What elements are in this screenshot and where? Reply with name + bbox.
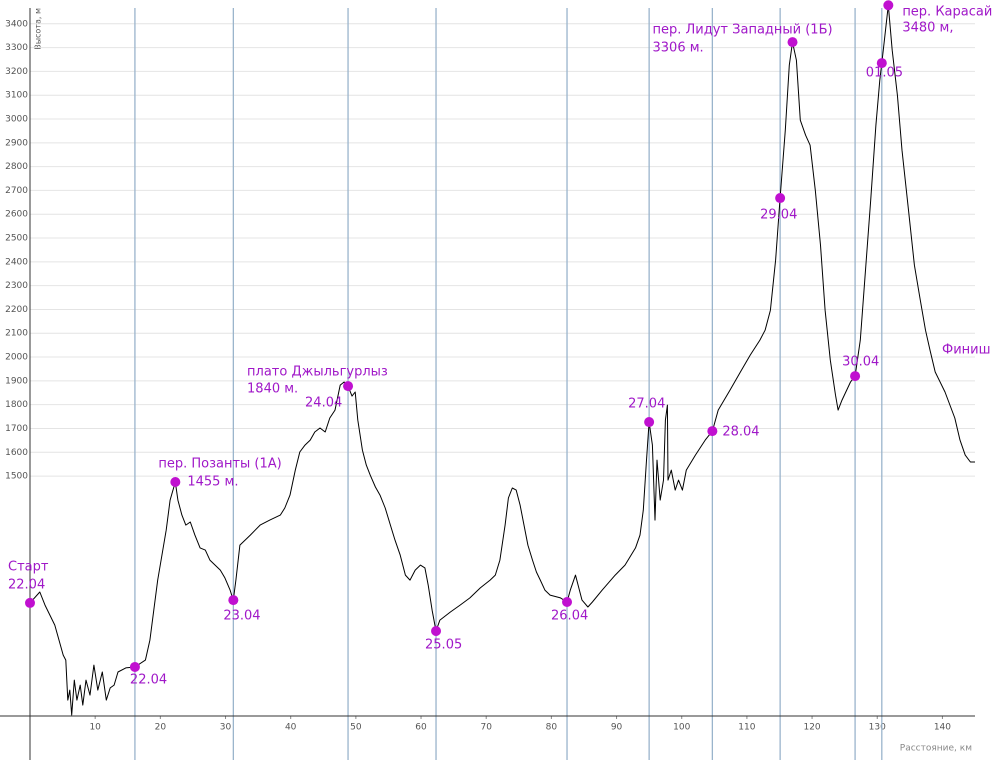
waypoint-marker	[787, 37, 798, 48]
x-tick-label: 80	[546, 723, 558, 733]
y-tick-label: 1500	[5, 472, 28, 482]
y-tick-label: 2900	[5, 138, 28, 148]
waypoint-label: пер. Лидут Западный (1Б)	[653, 23, 833, 38]
waypoint-marker	[25, 597, 35, 608]
waypoint-marker	[876, 58, 887, 69]
y-tick-label: 3000	[5, 115, 28, 125]
x-tick-label: 10	[89, 723, 101, 733]
y-tick-label: 2600	[5, 210, 28, 220]
waypoint-marker	[228, 595, 239, 606]
y-tick-label: 1900	[5, 376, 28, 386]
waypoint-label: Старт	[8, 559, 49, 574]
y-tick-label: 2200	[5, 305, 28, 315]
x-tick-label: 100	[673, 723, 690, 733]
waypoint-label: пер. Позанты (1А)	[158, 457, 281, 472]
waypoint-marker	[707, 426, 718, 437]
x-tick-label: 110	[738, 723, 755, 733]
waypoint-label: 28.04	[722, 425, 759, 440]
x-tick-label: 50	[350, 723, 362, 733]
x-tick-label: 20	[155, 723, 167, 733]
y-tick-label: 1700	[5, 424, 28, 434]
waypoint-label: 26.04	[551, 608, 588, 623]
waypoint-label: 01.05	[866, 66, 903, 81]
waypoint-marker	[850, 371, 861, 382]
waypoint-marker	[129, 661, 140, 672]
y-tick-label: 2300	[5, 281, 28, 291]
x-axis-title: Расстояние, км	[900, 744, 972, 754]
waypoint-label: 1455 м.	[187, 475, 238, 490]
waypoint-label: 3306 м.	[653, 41, 704, 56]
waypoint-marker	[562, 596, 573, 607]
x-tick-label: 90	[611, 723, 623, 733]
y-tick-label: 1600	[5, 448, 28, 458]
waypoint-label: 22.04	[130, 672, 167, 687]
x-tick-label: 120	[803, 723, 820, 733]
finish-label: Финиш	[942, 343, 990, 358]
waypoint-label: 23.04	[223, 609, 260, 624]
waypoint-marker	[170, 477, 181, 488]
y-axis-title: Высота, м	[34, 8, 43, 50]
y-tick-label: 2400	[5, 257, 28, 267]
waypoint-label: пер. Карасай	[902, 5, 992, 20]
y-tick-label: 2000	[5, 353, 28, 363]
waypoint-marker	[775, 193, 786, 204]
waypoint-label: 30.04	[842, 355, 879, 370]
waypoint-label: плато Джыльгурлыз	[247, 365, 388, 380]
waypoint-label: 22.04	[8, 577, 45, 592]
y-tick-label: 2700	[5, 186, 28, 196]
waypoint-label: 24.04	[305, 396, 342, 411]
elevation-line	[29, 4, 975, 716]
waypoint-marker	[431, 626, 442, 637]
y-tick-label: 2800	[5, 162, 28, 172]
y-tick-label: 3200	[5, 67, 28, 77]
y-tick-label: 1800	[5, 400, 28, 410]
y-tick-label: 3400	[5, 19, 28, 29]
x-tick-label: 30	[220, 723, 232, 733]
waypoint-label: 27.04	[628, 397, 665, 412]
waypoint-label: 25.05	[425, 638, 462, 653]
waypoint-label: 1840 м.	[247, 382, 298, 397]
x-tick-label: 130	[869, 723, 886, 733]
x-tick-label: 140	[934, 723, 951, 733]
waypoint-marker	[883, 0, 894, 11]
waypoint-label: 29.04	[760, 208, 797, 223]
waypoint-label: 3480 м,	[902, 21, 953, 36]
y-tick-label: 3300	[5, 43, 28, 53]
waypoint-marker	[644, 417, 655, 428]
y-tick-label: 3100	[5, 91, 28, 101]
y-tick-label: 2100	[5, 329, 28, 339]
waypoint-marker	[343, 381, 354, 392]
x-tick-label: 60	[415, 723, 427, 733]
y-tick-label: 2500	[5, 234, 28, 244]
x-tick-label: 70	[480, 723, 492, 733]
x-tick-label: 40	[285, 723, 297, 733]
